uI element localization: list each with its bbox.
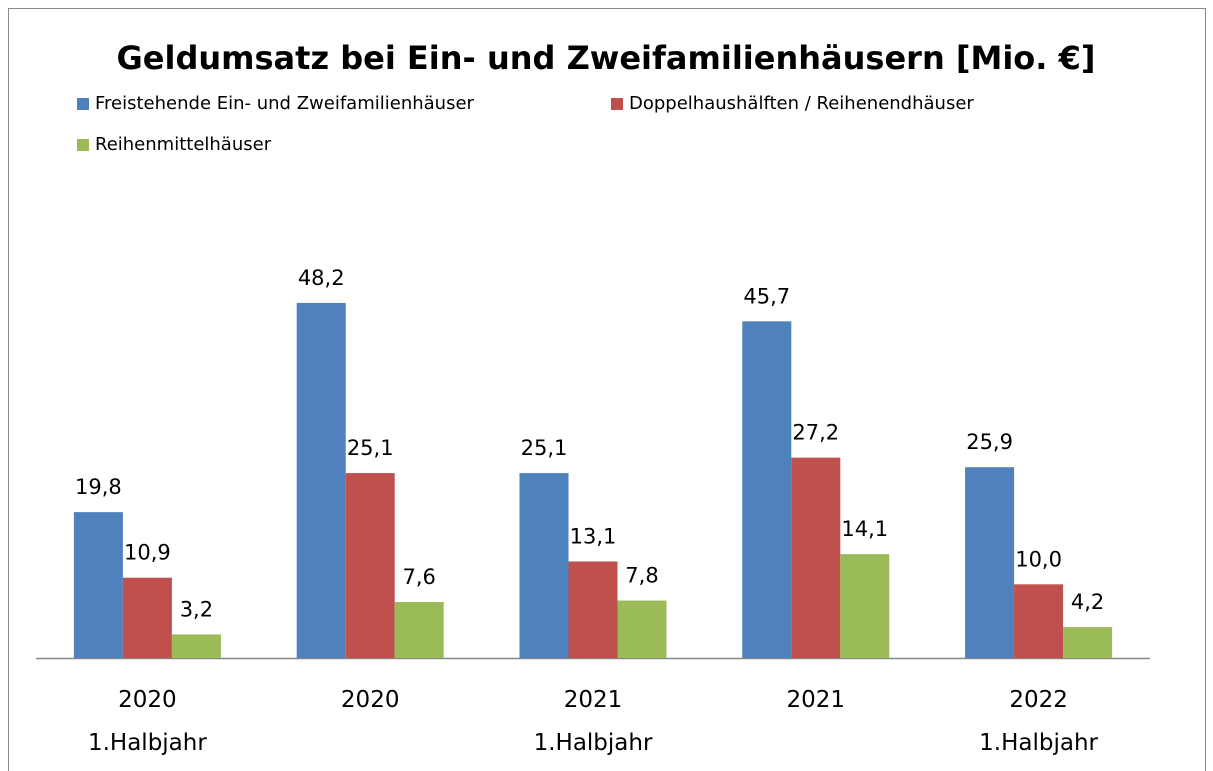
data-label: 10,0 xyxy=(1015,547,1062,571)
bar xyxy=(965,467,1015,658)
bar xyxy=(742,321,792,658)
data-label: 10,9 xyxy=(124,541,171,565)
legend-label: Freistehende Ein- und Zweifamilienhäuser xyxy=(95,93,475,114)
x-tick-label: 2021 xyxy=(787,687,846,713)
bar xyxy=(296,302,346,658)
chart-title: Geldumsatz bei Ein- und Zweifamilienhäus… xyxy=(117,39,1096,77)
bar xyxy=(840,554,890,658)
bar xyxy=(519,473,569,658)
bar xyxy=(394,602,444,658)
bar xyxy=(617,600,667,658)
data-label: 3,2 xyxy=(180,597,213,621)
legend-label: Doppelhaushälften / Reihenendhäuser xyxy=(629,93,974,114)
legend-swatch xyxy=(611,98,623,110)
legend-swatch xyxy=(77,139,89,151)
bar xyxy=(122,577,172,658)
x-tick-label: 2022 1.Halbjahr xyxy=(979,687,1098,756)
data-label: 27,2 xyxy=(792,421,839,445)
legend-swatch xyxy=(77,98,89,110)
x-tick-label: 2020 1.Halbjahr xyxy=(88,687,207,756)
x-tick-label: 2020 xyxy=(341,687,400,713)
data-label: 13,1 xyxy=(570,524,617,548)
data-label: 19,8 xyxy=(75,475,122,499)
data-label: 48,2 xyxy=(298,266,345,290)
data-label: 14,1 xyxy=(841,517,888,541)
x-tick-label: 2021 1.Halbjahr xyxy=(534,687,653,756)
data-label: 7,8 xyxy=(625,564,658,588)
bar xyxy=(73,512,123,658)
data-label: 4,2 xyxy=(1071,590,1104,614)
data-label: 25,1 xyxy=(521,436,568,460)
data-label: 7,6 xyxy=(402,565,435,589)
bar xyxy=(171,634,221,658)
legend-label: Reihenmittelhäuser xyxy=(95,134,272,155)
data-label: 45,7 xyxy=(743,284,790,308)
bar xyxy=(791,457,841,658)
bar xyxy=(1063,627,1113,658)
data-label: 25,1 xyxy=(347,436,394,460)
bar xyxy=(1014,584,1064,658)
data-label: 25,9 xyxy=(966,430,1013,454)
bar xyxy=(345,473,395,658)
bar xyxy=(568,561,618,658)
